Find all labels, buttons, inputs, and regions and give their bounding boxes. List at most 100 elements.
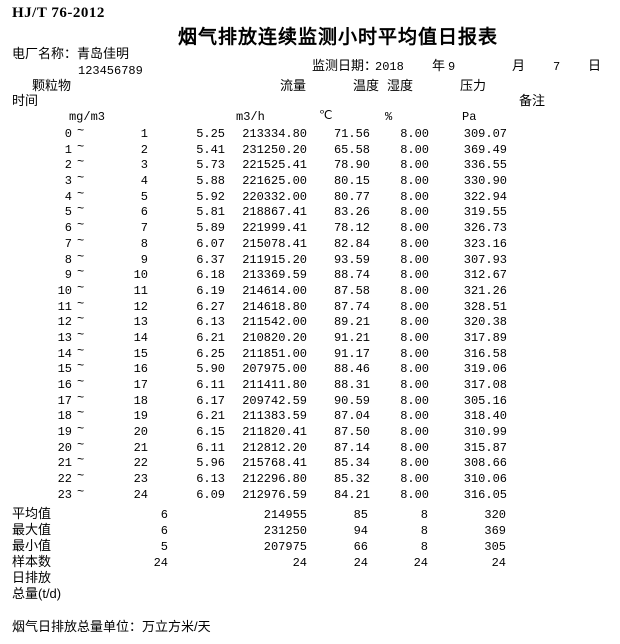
page-title: 烟气排放连续监测小时平均值日报表 (177, 27, 499, 48)
tilde-mark: ~ (77, 390, 85, 405)
table-row: 10 ~11 6.19 214614.00 87.58 8.00 321.26 (0, 281, 620, 299)
pressure-cell: 320.38 (463, 315, 507, 330)
table-row: 9 ~10 6.18 213369.59 88.74 8.00 312.67 (0, 265, 620, 283)
tilde-mark: ~ (77, 124, 85, 138)
pressure-cell: 307.93 (463, 252, 507, 267)
hour-start-cell: 4 (64, 189, 72, 204)
flow-cell: 221525.41 (242, 158, 307, 173)
hour-start-cell: 11 (57, 299, 72, 314)
humidity-cell: 8.00 (400, 393, 429, 408)
plant-name-label: 电厂名称： (12, 46, 78, 61)
humidity-cell: 8.00 (400, 456, 429, 471)
flow-cell: 211542.00 (242, 315, 307, 330)
table-row: 16 ~17 6.11 211411.80 88.31 8.00 317.08 (0, 375, 620, 393)
summary-label: 总量(t/d) (12, 586, 62, 601)
humidity-cell: 8.00 (400, 315, 429, 330)
pressure-cell: 326.73 (463, 221, 507, 236)
table-row: 12 ~13 6.13 211542.00 89.21 8.00 320.38 (0, 312, 620, 330)
pm-cell: 6.09 (196, 487, 225, 502)
flow-cell: 24 (292, 556, 307, 570)
flow-cell: 207975.00 (242, 362, 307, 377)
flow-cell: 214955 (263, 508, 307, 522)
tilde-mark: ~ (77, 202, 85, 217)
temp-cell: 71.56 (333, 127, 370, 141)
col-flow-label: 流量 (280, 78, 307, 93)
humidity-cell: 8.00 (400, 127, 429, 141)
col-humidity-label: 湿度 (387, 78, 414, 93)
pressure-cell: 310.06 (463, 472, 507, 487)
flow-cell: 215768.41 (242, 456, 307, 471)
tilde-mark: ~ (77, 469, 85, 484)
date-month-value: 9 (448, 60, 456, 74)
tilde-mark: ~ (77, 406, 85, 421)
flow-cell: 215078.41 (242, 236, 307, 251)
pm-cell: 5.92 (196, 189, 225, 204)
table-row: 7 ~8 6.07 215078.41 82.84 8.00 323.16 (0, 234, 620, 252)
tilde-mark: ~ (77, 296, 85, 311)
table-row: 5 ~6 5.81 218867.41 83.26 8.00 319.55 (0, 202, 620, 220)
table-row: 20 ~21 6.11 212812.20 87.14 8.00 315.87 (0, 438, 620, 456)
humidity-cell: 8.00 (400, 221, 429, 236)
pm-cell: 5.88 (196, 174, 225, 189)
temp-cell: 94 (353, 524, 368, 538)
humidity-cell: 8.00 (400, 440, 429, 455)
hour-end-cell: 7 (140, 221, 148, 236)
flow-cell: 212812.20 (242, 440, 307, 455)
flow-cell: 212976.59 (242, 487, 307, 502)
hour-end-cell: 2 (140, 142, 148, 157)
pm-cell: 6.18 (196, 268, 225, 283)
flow-cell: 211851.00 (242, 346, 307, 361)
humidity-cell: 8.00 (400, 362, 429, 377)
humidity-cell: 8 (420, 540, 428, 554)
pm-cell: 24 (153, 556, 168, 570)
date-year-value: 2018 (375, 60, 404, 74)
hour-start-cell: 15 (57, 362, 72, 377)
table-row: 23 ~24 6.09 212976.59 84.21 8.00 316.05 (0, 485, 620, 503)
flow-cell: 231250.20 (242, 142, 307, 157)
pressure-cell: 336.55 (463, 158, 507, 173)
temp-cell: 87.50 (333, 425, 370, 440)
plant-name-row: 电厂名称：青岛佳明 (12, 47, 129, 61)
tilde-mark: ~ (77, 265, 85, 280)
pm-cell: 6 (160, 508, 168, 522)
tilde-mark: ~ (77, 375, 85, 389)
pressure-cell: 319.55 (463, 205, 507, 220)
humidity-cell: 8.00 (400, 283, 429, 298)
unit-humidity: % (385, 110, 393, 124)
flow-cell: 211383.59 (242, 409, 307, 424)
pressure-cell: 319.06 (463, 362, 507, 377)
hour-start-cell: 5 (64, 205, 72, 220)
table-row: 11 ~12 6.27 214618.80 87.74 8.00 328.51 (0, 296, 620, 315)
hour-end-cell: 3 (140, 158, 148, 173)
hour-end-cell: 4 (140, 174, 148, 189)
pm-cell: 5.41 (196, 142, 225, 157)
year-label: 年 (432, 58, 446, 73)
pressure-cell: 318.40 (463, 409, 507, 424)
hour-end-cell: 10 (133, 268, 148, 283)
temp-cell: 82.84 (333, 236, 370, 251)
hour-start-cell: 7 (64, 236, 72, 251)
pm-cell: 6.21 (196, 409, 225, 424)
flow-cell: 220332.00 (242, 189, 307, 204)
pressure-cell: 305 (484, 540, 506, 554)
temp-cell: 87.58 (333, 283, 370, 298)
pm-cell: 5.25 (196, 127, 225, 141)
flow-cell: 207975 (263, 540, 307, 554)
pm-cell: 6.37 (196, 252, 225, 267)
table-row: 3 ~4 5.88 221625.00 80.15 8.00 330.90 (0, 171, 620, 189)
pm-cell: 5.89 (196, 221, 225, 236)
standard-code: HJ/T 76-2012 (12, 5, 105, 21)
hour-end-cell: 11 (133, 283, 148, 298)
hour-end-cell: 17 (133, 378, 148, 392)
temp-cell: 87.74 (333, 299, 370, 314)
humidity-cell: 8.00 (400, 268, 429, 283)
pm-cell: 6.21 (196, 330, 225, 345)
pm-cell: 5.96 (196, 456, 225, 471)
pm-cell: 6.27 (196, 299, 225, 314)
pressure-cell: 309.07 (463, 127, 507, 141)
temp-cell: 78.90 (333, 158, 370, 173)
pm-cell: 6.17 (196, 393, 225, 408)
humidity-cell: 8.00 (400, 158, 429, 173)
hour-end-cell: 16 (133, 362, 148, 377)
plant-code: 123456789 (78, 64, 143, 78)
